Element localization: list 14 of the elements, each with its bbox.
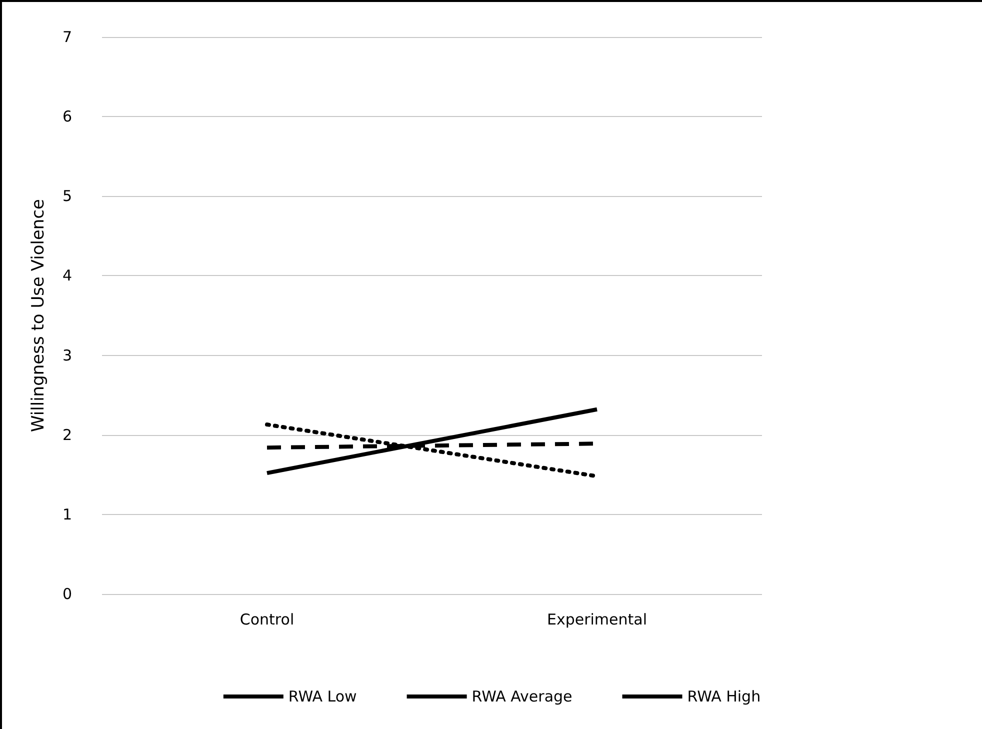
- y-tick-label: 7: [62, 28, 72, 46]
- y-axis-title: Willingness to Use Violence: [28, 198, 48, 432]
- y-tick-label: 6: [62, 108, 72, 126]
- y-tick-label: 0: [62, 585, 72, 603]
- legend-label: RWA Average: [472, 688, 572, 706]
- y-tick-label: 2: [62, 426, 72, 444]
- y-tick-label: 1: [62, 505, 72, 524]
- y-tick-label: 5: [62, 187, 72, 206]
- x-tick-label: Experimental: [546, 610, 648, 628]
- y-tick-label: 3: [62, 346, 72, 364]
- legend-label: RWA Low: [288, 688, 357, 706]
- x-tick-label: Control: [240, 610, 294, 628]
- legend-label: RWA High: [687, 688, 761, 706]
- y-tick-label: 4: [62, 266, 72, 285]
